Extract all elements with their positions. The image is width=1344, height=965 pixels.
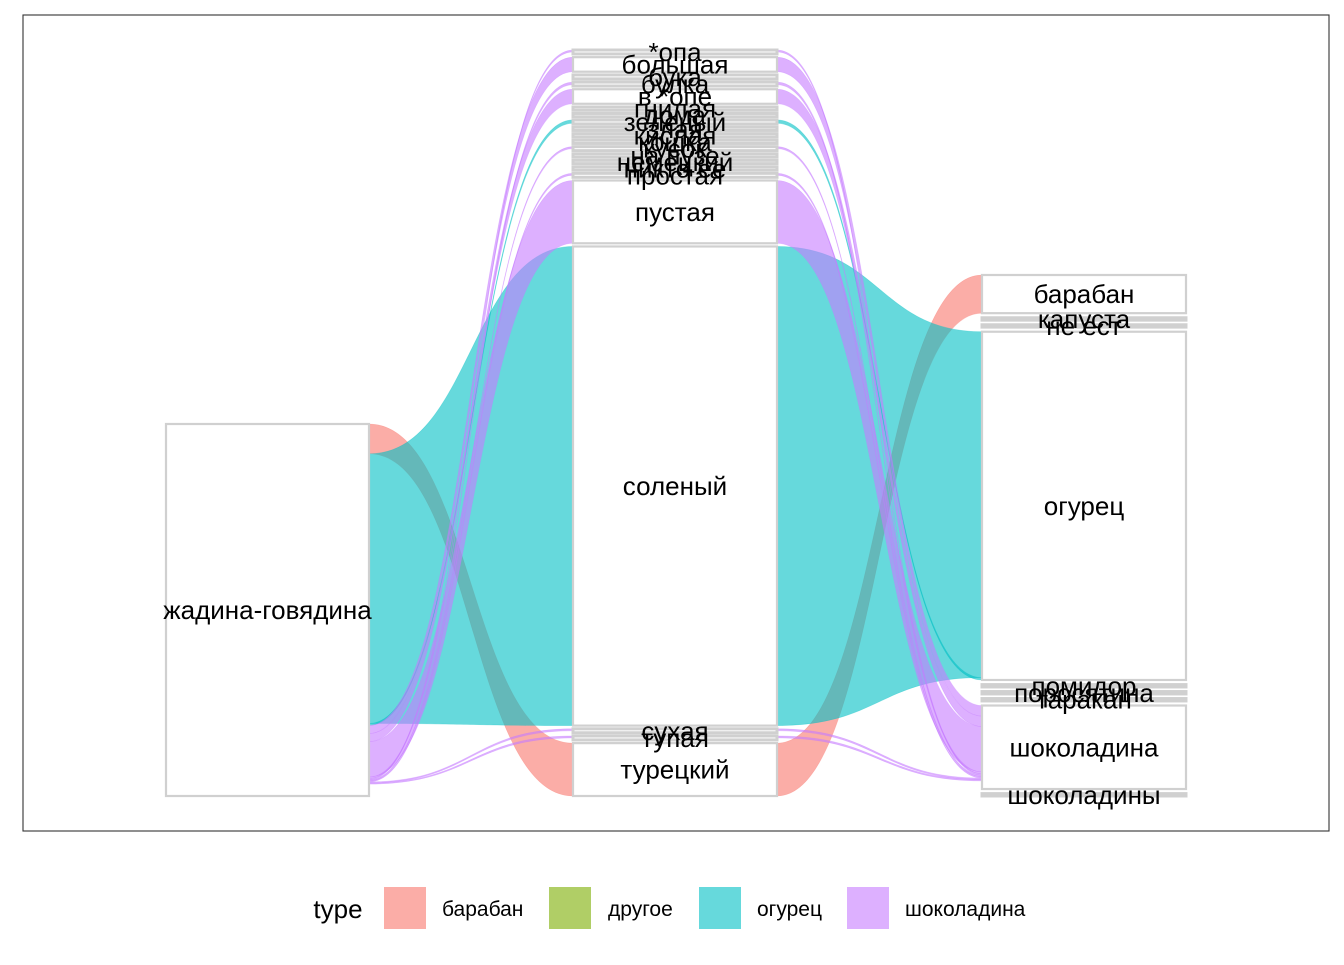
stratum-label: в *опе [638, 82, 712, 112]
stratum-label: помидор [1031, 671, 1136, 701]
stratum-label: шоколадина [1009, 732, 1159, 762]
stratum-булка [571, 80, 779, 88]
strata-layer [164, 48, 1188, 798]
stratum-никто ее [571, 165, 779, 172]
stratum-бука [571, 73, 779, 81]
stratum-кошка [571, 138, 779, 145]
legend: type барабан другое огурец шоколадина [313, 887, 1026, 929]
stratum-label: большая [622, 49, 729, 79]
stratum-label: зеленый [624, 107, 726, 137]
stratum-немецкий [571, 158, 779, 166]
stratum-дома [571, 111, 779, 119]
stratum-сухая [571, 727, 779, 735]
stratum-помидор [980, 683, 1188, 689]
stratum-label: простая [627, 160, 723, 190]
stratum-шоколадина [980, 704, 1188, 791]
stratum-турецкий [571, 742, 779, 798]
stratum-label: огурец [1044, 491, 1125, 521]
stratum-жадина-говядина [164, 422, 371, 798]
legend-label: огурец [757, 898, 822, 921]
stratum-label: кошка [638, 127, 712, 157]
stratum-label: барабан [1034, 279, 1135, 309]
legend-title: type [313, 894, 362, 924]
stratum-простая [571, 171, 779, 179]
stratum-label: злая [647, 114, 702, 144]
stratum-label: никто ее [624, 153, 727, 183]
stratum-label: турецкий [620, 755, 729, 785]
stratum-шоколадины [980, 792, 1188, 798]
stratum-label: бука [648, 62, 702, 92]
stratum-капуста [980, 316, 1188, 322]
stratum-в *опе [571, 88, 779, 105]
stratum-label: капуста [1038, 304, 1131, 334]
stratum-label: жадина-говядина [163, 595, 372, 625]
stratum-label: не ест [1046, 311, 1122, 341]
legend-key-другое [549, 887, 591, 929]
legend-label: барабан [442, 898, 523, 921]
flows-layer [368, 49, 983, 797]
stratum-label: гнилая [634, 94, 716, 124]
legend-key-шоколадина [847, 887, 889, 929]
stratum-пустая [571, 179, 779, 245]
legend-key-барабан [384, 887, 426, 929]
stratum-label: дома [644, 100, 707, 130]
stratum-на пузе [571, 152, 779, 159]
stratum-label: соленый [623, 471, 727, 501]
legend-key-огурец [699, 887, 741, 929]
stratum-label: тупая [641, 723, 709, 753]
stratum-кусок [571, 145, 779, 153]
panel-border [22, 14, 1330, 832]
stratum-зеленый [571, 118, 779, 126]
stratum-поросятина [980, 690, 1188, 696]
stratum-большая [571, 56, 779, 73]
stratum-label: булка [641, 69, 710, 99]
stratum-тупая [571, 734, 779, 742]
stratum-гнилая [571, 105, 779, 112]
stratum-огурец [980, 330, 1188, 682]
stratum-label: немецкий [617, 147, 733, 177]
legend-label: другое [608, 898, 673, 921]
stratum-label: сухая [641, 716, 708, 746]
stratum-таракан [980, 697, 1188, 703]
stratum-label: пустая [635, 197, 715, 227]
stratum-label: кусок [643, 134, 707, 164]
stratum-label: поросятина [1014, 678, 1154, 708]
stratum-label: кислая [634, 120, 717, 150]
stratum-барабан [980, 273, 1188, 315]
stratum-label: шоколадины [1007, 780, 1160, 810]
stratum-соленый [571, 245, 779, 727]
stratum-кислая [571, 132, 779, 139]
stratum-label: таракан [1036, 685, 1132, 715]
stratum-*опа [571, 48, 779, 56]
stratum-label: *опа [648, 37, 702, 67]
stratum-не ест [980, 323, 1188, 329]
legend-label: шоколадина [905, 898, 1026, 921]
stratum-label: на пузе [630, 140, 719, 170]
stratum-злая [571, 125, 779, 132]
